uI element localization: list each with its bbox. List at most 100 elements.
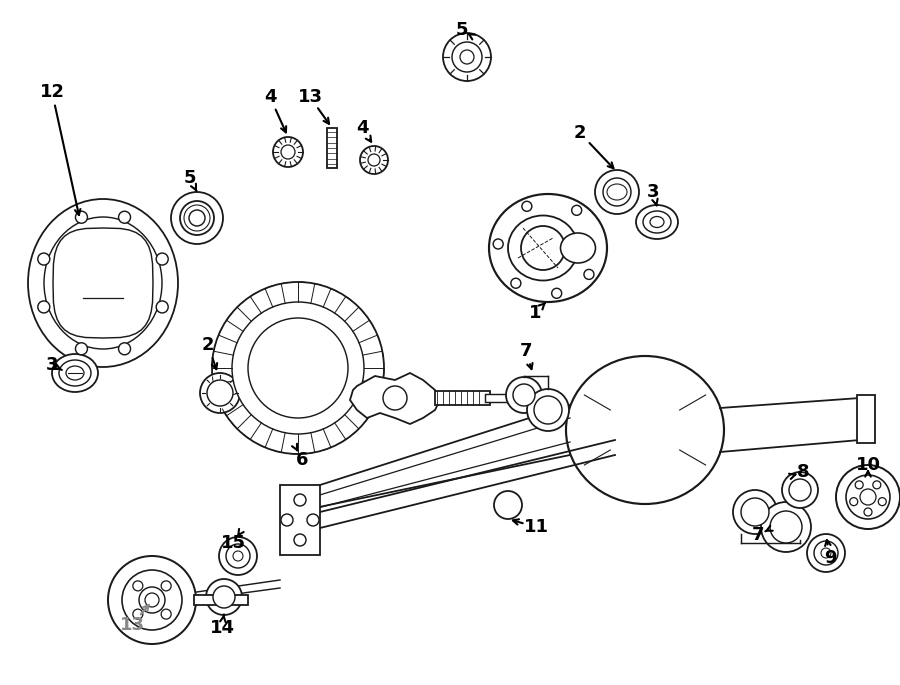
Text: 12: 12: [40, 83, 65, 101]
Polygon shape: [53, 228, 153, 338]
Text: 13: 13: [120, 616, 145, 634]
Circle shape: [513, 384, 535, 406]
Circle shape: [133, 581, 143, 591]
Circle shape: [741, 498, 769, 526]
Circle shape: [189, 210, 205, 226]
Text: 15: 15: [220, 534, 246, 552]
Circle shape: [460, 50, 474, 64]
Circle shape: [493, 239, 503, 249]
Circle shape: [782, 472, 818, 508]
Circle shape: [443, 33, 491, 81]
Circle shape: [383, 386, 407, 410]
Text: 9: 9: [824, 549, 836, 567]
Circle shape: [38, 253, 50, 265]
Circle shape: [226, 544, 250, 568]
Ellipse shape: [561, 233, 596, 263]
Circle shape: [761, 502, 811, 552]
Ellipse shape: [643, 211, 671, 233]
Ellipse shape: [636, 205, 678, 239]
Text: 2: 2: [574, 124, 586, 142]
Text: 5: 5: [184, 169, 196, 187]
Circle shape: [171, 192, 223, 244]
Circle shape: [511, 278, 521, 288]
Circle shape: [207, 380, 233, 406]
Circle shape: [213, 586, 235, 608]
Circle shape: [157, 301, 168, 313]
Circle shape: [76, 211, 87, 223]
Text: 7: 7: [752, 526, 764, 544]
Circle shape: [452, 42, 482, 72]
Circle shape: [814, 541, 838, 565]
Circle shape: [122, 570, 182, 630]
Circle shape: [294, 494, 306, 506]
Circle shape: [232, 302, 364, 434]
Ellipse shape: [66, 366, 84, 380]
Ellipse shape: [489, 194, 607, 302]
Circle shape: [595, 170, 639, 214]
Text: 1: 1: [529, 304, 541, 322]
Circle shape: [527, 389, 569, 431]
Circle shape: [212, 282, 384, 454]
Circle shape: [273, 137, 303, 167]
Circle shape: [368, 154, 380, 166]
Text: 10: 10: [856, 456, 880, 474]
Circle shape: [552, 288, 562, 298]
Circle shape: [836, 465, 900, 529]
Text: 14: 14: [210, 619, 235, 637]
Circle shape: [521, 226, 565, 270]
Circle shape: [200, 373, 240, 413]
Circle shape: [119, 342, 130, 355]
Bar: [485, 394, 510, 402]
Circle shape: [534, 396, 562, 424]
Ellipse shape: [52, 354, 98, 392]
Text: 3: 3: [46, 356, 58, 374]
Circle shape: [603, 178, 631, 206]
Circle shape: [572, 206, 581, 215]
Circle shape: [878, 497, 886, 506]
Polygon shape: [350, 373, 440, 424]
Bar: [435, 391, 490, 405]
Circle shape: [248, 318, 348, 418]
Circle shape: [855, 481, 863, 489]
Text: 13: 13: [298, 88, 322, 106]
Circle shape: [807, 534, 845, 572]
Circle shape: [360, 146, 388, 174]
Ellipse shape: [508, 216, 578, 280]
Ellipse shape: [650, 216, 664, 227]
Circle shape: [873, 481, 881, 489]
Text: 5: 5: [455, 21, 468, 39]
Circle shape: [233, 551, 243, 561]
Text: 4: 4: [264, 88, 276, 106]
Ellipse shape: [566, 356, 724, 504]
Circle shape: [161, 581, 171, 591]
Circle shape: [846, 475, 890, 519]
Circle shape: [108, 556, 196, 644]
Circle shape: [119, 211, 130, 223]
Circle shape: [494, 491, 522, 519]
Circle shape: [206, 579, 242, 615]
Circle shape: [219, 537, 257, 575]
Circle shape: [733, 490, 777, 534]
Circle shape: [294, 534, 306, 546]
Ellipse shape: [59, 360, 91, 386]
Circle shape: [180, 201, 214, 235]
Circle shape: [864, 508, 872, 516]
Circle shape: [860, 489, 876, 505]
Bar: [194, 595, 248, 605]
Circle shape: [584, 269, 594, 279]
Circle shape: [139, 587, 165, 613]
Circle shape: [522, 201, 532, 211]
Circle shape: [789, 479, 811, 501]
Text: 8: 8: [796, 463, 809, 481]
Circle shape: [821, 548, 831, 558]
Circle shape: [76, 342, 87, 355]
Text: 2: 2: [202, 336, 214, 354]
Text: 7: 7: [520, 342, 532, 360]
Circle shape: [850, 497, 858, 506]
Circle shape: [281, 145, 295, 159]
Circle shape: [281, 514, 293, 526]
Circle shape: [157, 253, 168, 265]
Circle shape: [307, 514, 319, 526]
Circle shape: [133, 609, 143, 619]
Text: 6: 6: [296, 451, 308, 469]
